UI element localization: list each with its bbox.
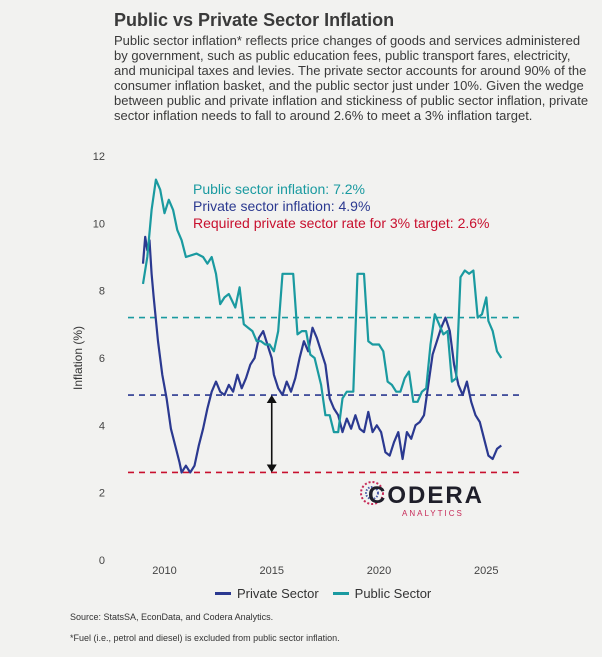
chart-subtitle: Public sector inflation* reflects price … — [114, 33, 589, 123]
y-tick-label: 0 — [99, 555, 105, 567]
legend-swatch-private — [215, 592, 231, 595]
x-tick-label: 2010 — [152, 565, 176, 577]
gap-arrow — [266, 395, 277, 473]
y-tick-label: 6 — [99, 353, 105, 365]
footnote: *Fuel (i.e., petrol and diesel) is exclu… — [70, 633, 340, 643]
reference-lines — [128, 316, 520, 474]
series-line-private — [141, 235, 502, 474]
annotation-private-inflation: Private sector inflation: 4.9% — [193, 198, 371, 214]
legend-item-public: Public Sector — [332, 586, 432, 601]
y-tick-label: 10 — [93, 218, 105, 230]
y-tick-label: 2 — [99, 488, 105, 500]
logo-subtext: ANALYTICS — [402, 509, 464, 518]
gap-arrow-head-down — [266, 464, 277, 473]
line-chart: 0 2 4 6 8 10 12 2010 2015 2020 2025 Inflation (%) — [71, 151, 520, 577]
y-axis-label: Inflation (%) — [71, 326, 85, 390]
y-tick-label: 12 — [93, 151, 105, 163]
gap-arrow-head-up — [266, 395, 277, 404]
axes: 0 2 4 6 8 10 12 2010 2015 2020 2025 Inflation (%) — [71, 151, 498, 577]
x-tick-label: 2025 — [474, 565, 498, 577]
chart-legend: Private Sector Public Sector — [215, 586, 445, 601]
source-note: Source: StatsSA, EconData, and Codera An… — [70, 612, 274, 622]
annotation-required-rate: Required private sector rate for 3% targ… — [193, 215, 490, 231]
legend-item-private: Private Sector — [215, 586, 319, 601]
series-lines — [141, 178, 503, 474]
chart-title: Public vs Private Sector Inflation — [114, 10, 395, 30]
y-tick-label: 4 — [99, 420, 105, 432]
x-tick-label: 2020 — [367, 565, 391, 577]
legend-label-public: Public Sector — [354, 586, 432, 601]
logo-mark-icon — [360, 481, 384, 505]
legend-swatch-public — [332, 592, 349, 595]
series-line-public — [141, 178, 503, 434]
legend-label-private: Private Sector — [237, 586, 319, 601]
logo-wordmark: CODERA — [368, 482, 485, 509]
x-tick-label: 2015 — [259, 565, 283, 577]
codera-logo: CODERA ANALYTICS — [360, 478, 500, 520]
y-tick-label: 8 — [99, 286, 105, 298]
annotation-public-inflation: Public sector inflation: 7.2% — [193, 181, 365, 197]
